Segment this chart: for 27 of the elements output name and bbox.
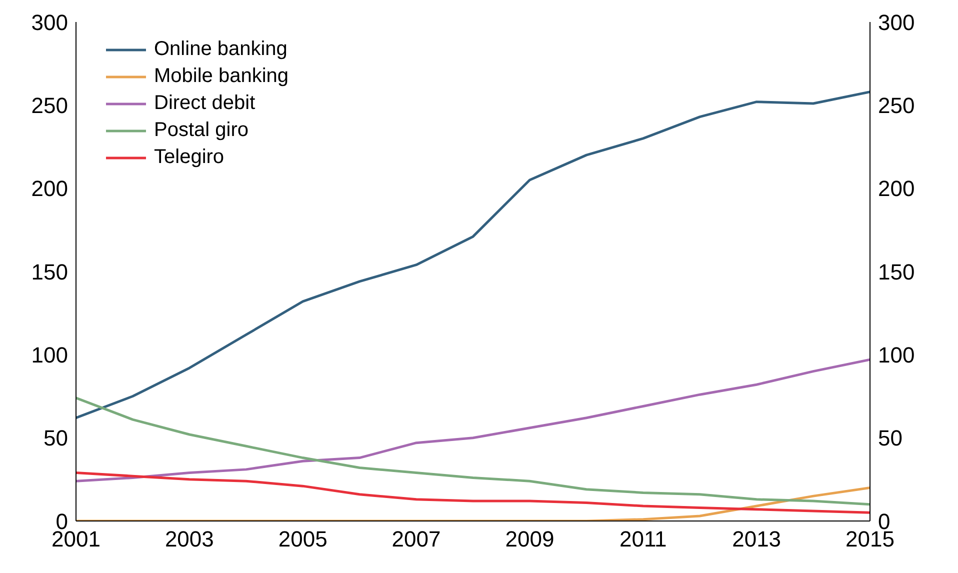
y2-tick-label: 200 [878, 176, 915, 202]
y2-tick-label: 300 [878, 10, 915, 35]
line-series [76, 358, 870, 482]
legend-label: Telegiro [154, 145, 224, 170]
legend-label: Online banking [154, 37, 288, 62]
legend-label: Postal giro [154, 118, 248, 143]
legend-label: Mobile banking [154, 64, 289, 89]
x-tick-label: 2005 [278, 526, 328, 552]
y-tick-label: 100 [31, 342, 68, 368]
x-tick-label: 2013 [732, 526, 782, 552]
y-tick-label: 150 [31, 259, 68, 284]
line-series [76, 472, 870, 514]
y2-tick-label: 150 [878, 259, 915, 284]
legend-label: Direct debit [154, 91, 256, 116]
x-tick-label: 2003 [164, 526, 214, 552]
x-tick-label: 2007 [392, 526, 441, 552]
y2-tick-label: 250 [878, 92, 915, 118]
line-series [76, 90, 870, 420]
y2-tick-label: 50 [878, 426, 902, 451]
y-tick-label: 50 [44, 426, 68, 451]
y2-tick-label: 100 [878, 342, 915, 368]
x-tick-label: 2009 [505, 526, 554, 552]
x-tick-label: 2011 [619, 526, 667, 552]
y-tick-label: 300 [31, 10, 68, 35]
line-series [76, 396, 870, 506]
y-tick-label: 200 [31, 176, 68, 202]
y-tick-label: 250 [31, 92, 68, 118]
